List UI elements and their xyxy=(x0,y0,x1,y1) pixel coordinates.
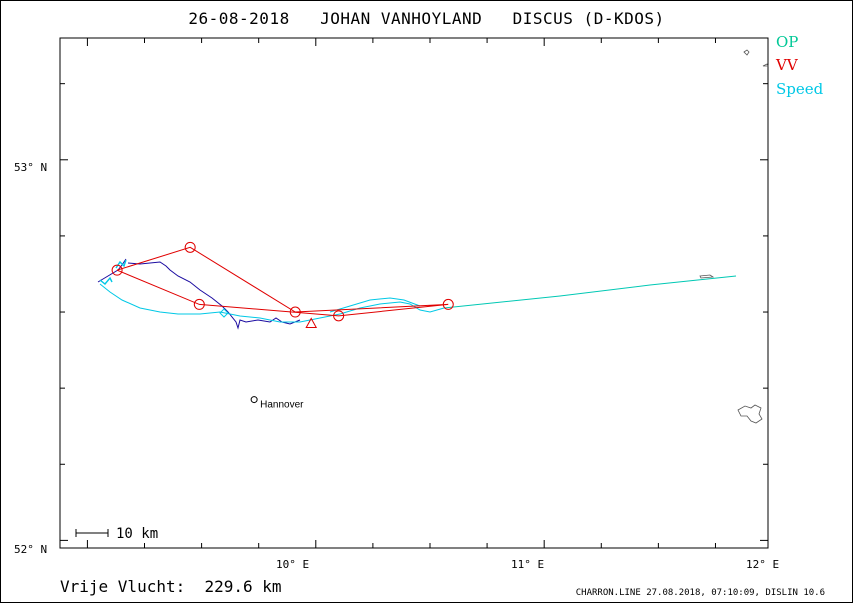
city-marker xyxy=(250,396,258,404)
scale-label: 10 km xyxy=(116,526,158,542)
plot-title: 26-08-2018 JOHAN VANHOYLAND DISCUS (D-KD… xyxy=(188,9,665,28)
legend-op: OP xyxy=(776,33,799,51)
lon-label-11: 11° E xyxy=(511,558,544,571)
turnpoint-6 xyxy=(193,298,205,310)
turnpoint-1 xyxy=(111,264,123,276)
legend-speed: Speed xyxy=(776,80,824,98)
outline-east xyxy=(737,404,763,424)
turnpoints xyxy=(111,241,454,322)
lat-label-52: 52° N xyxy=(14,543,47,556)
lon-label-12: 12° E xyxy=(746,558,779,571)
credits-line: CHARRON.LINE 27.08.2018, 07:10:09, DISLI… xyxy=(575,588,825,598)
turnpoint-5 xyxy=(333,310,345,322)
outline-north xyxy=(743,49,769,67)
turnpoint-2 xyxy=(184,241,196,253)
speed-track xyxy=(99,283,445,323)
task-route xyxy=(116,246,449,317)
axis-ticks xyxy=(60,38,768,548)
legend-vv: VV xyxy=(776,56,798,74)
map-border xyxy=(59,37,769,549)
diamond-marker xyxy=(219,308,229,318)
glide-track xyxy=(443,275,737,309)
lat-label-53: 53° N xyxy=(14,161,47,174)
outline-lake xyxy=(699,274,715,279)
turnpoint-4 xyxy=(442,298,454,310)
city-label: Hannover xyxy=(260,400,304,411)
distance-readout: Vrije Vlucht: 229.6 km xyxy=(60,577,282,596)
flight-track xyxy=(97,258,301,330)
scale-bar: 10 km xyxy=(75,526,158,542)
start-triangle xyxy=(305,317,318,328)
lon-label-10: 10° E xyxy=(276,558,309,571)
turnpoint-3 xyxy=(289,306,301,318)
